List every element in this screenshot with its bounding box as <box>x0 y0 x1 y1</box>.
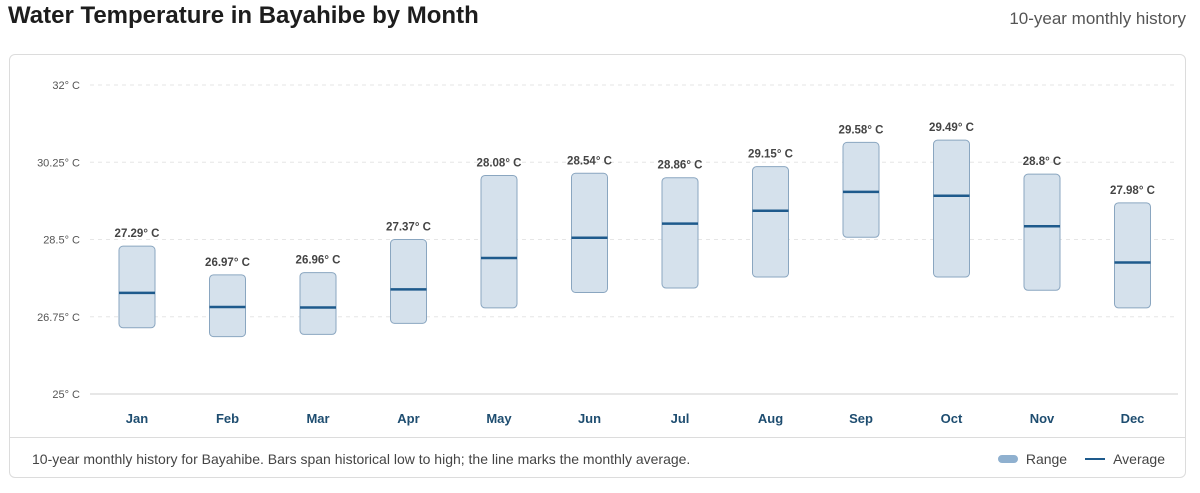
month-label: Aug <box>758 411 783 426</box>
month-label: Sep <box>849 411 873 426</box>
legend-average-label: Average <box>1113 451 1165 467</box>
y-tick-label: 28.5° C <box>43 235 80 247</box>
value-label: 29.49° C <box>929 122 974 134</box>
range-bar <box>390 239 427 324</box>
month-label: Nov <box>1030 411 1055 426</box>
legend: Range Average <box>997 451 1165 467</box>
range-bar <box>933 139 970 278</box>
legend-average-swatch <box>1085 458 1106 460</box>
value-label: 27.37° C <box>386 222 431 234</box>
range-bar <box>752 166 789 278</box>
y-tick-label: 30.25° C <box>37 157 80 169</box>
value-label: 27.98° C <box>1110 185 1155 197</box>
y-tick-label: 32° C <box>52 80 80 92</box>
month-label: Apr <box>397 411 419 426</box>
legend-range-label: Range <box>1025 451 1068 467</box>
month-label: Jul <box>671 411 690 426</box>
header: Water Temperature in Bayahibe by Month 1… <box>0 0 1200 40</box>
range-bar <box>571 172 608 293</box>
range-bar <box>118 245 156 329</box>
range-bar <box>842 141 880 238</box>
y-tick-label: 25° C <box>52 389 80 401</box>
legend-range-swatch <box>997 455 1018 463</box>
value-label: 28.54° C <box>567 155 612 167</box>
footer-note: 10-year monthly history for Bayahibe. Ba… <box>32 451 691 467</box>
value-label: 26.97° C <box>205 257 250 269</box>
month-label: Feb <box>216 411 239 426</box>
value-label: 28.86° C <box>658 160 703 172</box>
range-bar <box>1023 173 1061 291</box>
chart-footer: 10-year monthly history for Bayahibe. Ba… <box>10 437 1185 477</box>
value-label: 27.29° C <box>115 228 160 240</box>
range-bar <box>299 272 337 335</box>
month-label: Mar <box>306 411 329 426</box>
range-chart: 25° C 26.75° C 28.5° C 30.25° C 32° C 27.29° … <box>37 80 1178 426</box>
value-label: 29.58° C <box>839 124 884 136</box>
range-bar <box>480 174 518 309</box>
month-label: Oct <box>941 411 963 426</box>
page-title: Water Temperature in Bayahibe by Month <box>8 2 479 29</box>
range-bar <box>661 177 699 289</box>
month-label: May <box>486 411 512 426</box>
month-label: Jan <box>126 411 148 426</box>
value-label: 28.08° C <box>477 157 522 169</box>
chart-card: 25° C 26.75° C 28.5° C 30.25° C 32° C 27.29° … <box>9 54 1186 478</box>
page-subtitle: 10-year monthly history <box>1009 9 1186 28</box>
month-label: Jun <box>578 411 601 426</box>
month-label: Dec <box>1121 411 1145 426</box>
value-label: 26.96° C <box>296 255 341 267</box>
y-tick-label: 26.75° C <box>37 312 80 324</box>
range-bar <box>1114 202 1151 309</box>
value-label: 29.15° C <box>748 149 793 161</box>
range-bar <box>209 274 246 338</box>
value-label: 28.8° C <box>1023 156 1061 168</box>
